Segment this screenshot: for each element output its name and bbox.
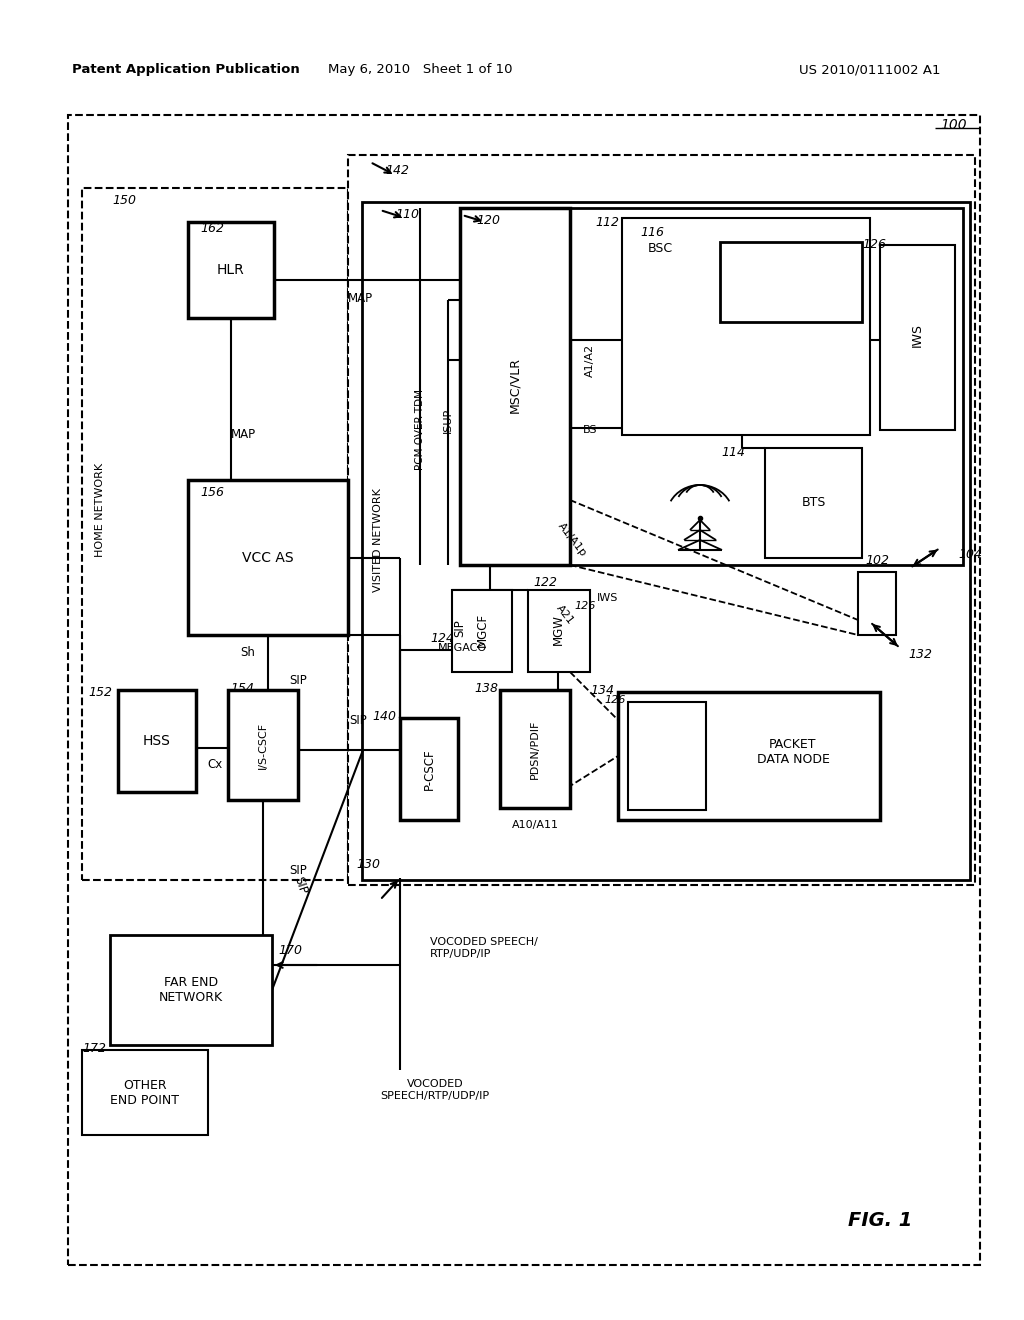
Text: MSC/VLR: MSC/VLR xyxy=(509,356,521,413)
Bar xyxy=(628,702,706,810)
Text: A21: A21 xyxy=(554,603,575,627)
Text: OTHER
END POINT: OTHER END POINT xyxy=(111,1078,179,1107)
Bar xyxy=(720,242,862,322)
Text: A1/A1p: A1/A1p xyxy=(556,521,588,558)
Bar xyxy=(188,222,274,318)
Bar xyxy=(765,447,862,558)
Text: Sh: Sh xyxy=(241,645,255,659)
Text: 120: 120 xyxy=(476,214,500,227)
Text: PACKET
DATA NODE: PACKET DATA NODE xyxy=(757,738,829,766)
Bar xyxy=(228,690,298,800)
Text: 114: 114 xyxy=(721,446,745,458)
Text: 140: 140 xyxy=(372,710,396,722)
Text: MGCF: MGCF xyxy=(475,612,488,647)
Text: IWS: IWS xyxy=(910,323,924,347)
Text: 152: 152 xyxy=(88,685,112,698)
Text: 126: 126 xyxy=(604,696,626,705)
Text: Patent Application Publication: Patent Application Publication xyxy=(72,63,300,77)
Bar xyxy=(460,209,570,565)
Bar xyxy=(500,690,570,808)
Text: BS: BS xyxy=(583,425,597,436)
Bar xyxy=(118,690,196,792)
Text: SIP: SIP xyxy=(289,863,307,876)
Text: MAP: MAP xyxy=(230,429,256,441)
Text: 122: 122 xyxy=(534,576,557,589)
Text: A1/A2: A1/A2 xyxy=(585,343,595,376)
Text: PDSN/PDIF: PDSN/PDIF xyxy=(530,719,540,779)
Text: FIG. 1: FIG. 1 xyxy=(848,1210,912,1229)
Text: VISITED NETWORK: VISITED NETWORK xyxy=(373,488,383,591)
Bar xyxy=(528,590,590,672)
Text: 130: 130 xyxy=(356,858,380,871)
Text: 156: 156 xyxy=(200,486,224,499)
Text: Cx: Cx xyxy=(208,759,222,771)
Text: 126: 126 xyxy=(862,239,886,252)
Text: May 6, 2010   Sheet 1 of 10: May 6, 2010 Sheet 1 of 10 xyxy=(328,63,512,77)
Bar xyxy=(188,480,348,635)
Text: 138: 138 xyxy=(474,681,498,694)
Text: 126: 126 xyxy=(574,601,596,611)
Text: 172: 172 xyxy=(82,1041,106,1055)
Text: MGW: MGW xyxy=(552,615,564,645)
Text: SIP: SIP xyxy=(289,673,307,686)
Text: SIP: SIP xyxy=(454,619,467,636)
Text: P-CSCF: P-CSCF xyxy=(423,748,435,789)
Text: MEGACO: MEGACO xyxy=(438,643,487,653)
Text: 104: 104 xyxy=(958,549,982,561)
Text: 162: 162 xyxy=(200,222,224,235)
Bar xyxy=(362,202,970,880)
Bar xyxy=(452,590,512,672)
Text: 118: 118 xyxy=(740,249,764,263)
Text: IWS: IWS xyxy=(597,593,618,603)
Text: I/S-CSCF: I/S-CSCF xyxy=(258,722,268,768)
Text: MAP: MAP xyxy=(347,292,373,305)
Text: HSS: HSS xyxy=(143,734,171,748)
Text: 142: 142 xyxy=(385,164,409,177)
Text: US 2010/0111002 A1: US 2010/0111002 A1 xyxy=(800,63,941,77)
Text: VCC AS: VCC AS xyxy=(243,550,294,565)
Bar xyxy=(400,718,458,820)
Text: SIP: SIP xyxy=(291,875,309,895)
Text: BSC: BSC xyxy=(648,242,673,255)
Bar xyxy=(68,115,980,1265)
Text: PCM OVER TDM: PCM OVER TDM xyxy=(415,389,425,470)
Bar xyxy=(110,935,272,1045)
Text: 116: 116 xyxy=(640,226,664,239)
Bar xyxy=(622,218,870,436)
Text: 124: 124 xyxy=(430,631,454,644)
Bar xyxy=(618,692,880,820)
Text: FAR END
NETWORK: FAR END NETWORK xyxy=(159,975,223,1005)
Bar xyxy=(348,154,975,884)
Text: SIP: SIP xyxy=(349,714,367,726)
Text: ISUP: ISUP xyxy=(443,408,453,433)
Text: VOCODED
SPEECH/RTP/UDP/IP: VOCODED SPEECH/RTP/UDP/IP xyxy=(381,1080,489,1101)
Text: 132: 132 xyxy=(908,648,932,661)
Text: 112: 112 xyxy=(595,215,618,228)
Bar xyxy=(82,187,348,880)
Text: HOME NETWORK: HOME NETWORK xyxy=(95,463,105,557)
Text: 150: 150 xyxy=(112,194,136,206)
Text: 100: 100 xyxy=(940,117,967,132)
Text: 134: 134 xyxy=(590,684,614,697)
Text: SDU & XC: SDU & XC xyxy=(764,276,820,289)
Bar xyxy=(880,246,955,430)
Text: IWS: IWS xyxy=(655,750,679,763)
Text: 110: 110 xyxy=(395,209,419,222)
Bar xyxy=(858,572,896,635)
Text: HLR: HLR xyxy=(217,263,245,277)
Text: BTS: BTS xyxy=(802,495,826,508)
Bar xyxy=(570,209,963,565)
Bar xyxy=(82,1049,208,1135)
Text: 102: 102 xyxy=(865,553,889,566)
Text: 154: 154 xyxy=(230,681,254,694)
Text: A10/A11: A10/A11 xyxy=(512,820,558,830)
Text: 170: 170 xyxy=(278,944,302,957)
Text: VOCODED SPEECH/
RTP/UDP/IP: VOCODED SPEECH/ RTP/UDP/IP xyxy=(430,937,538,958)
